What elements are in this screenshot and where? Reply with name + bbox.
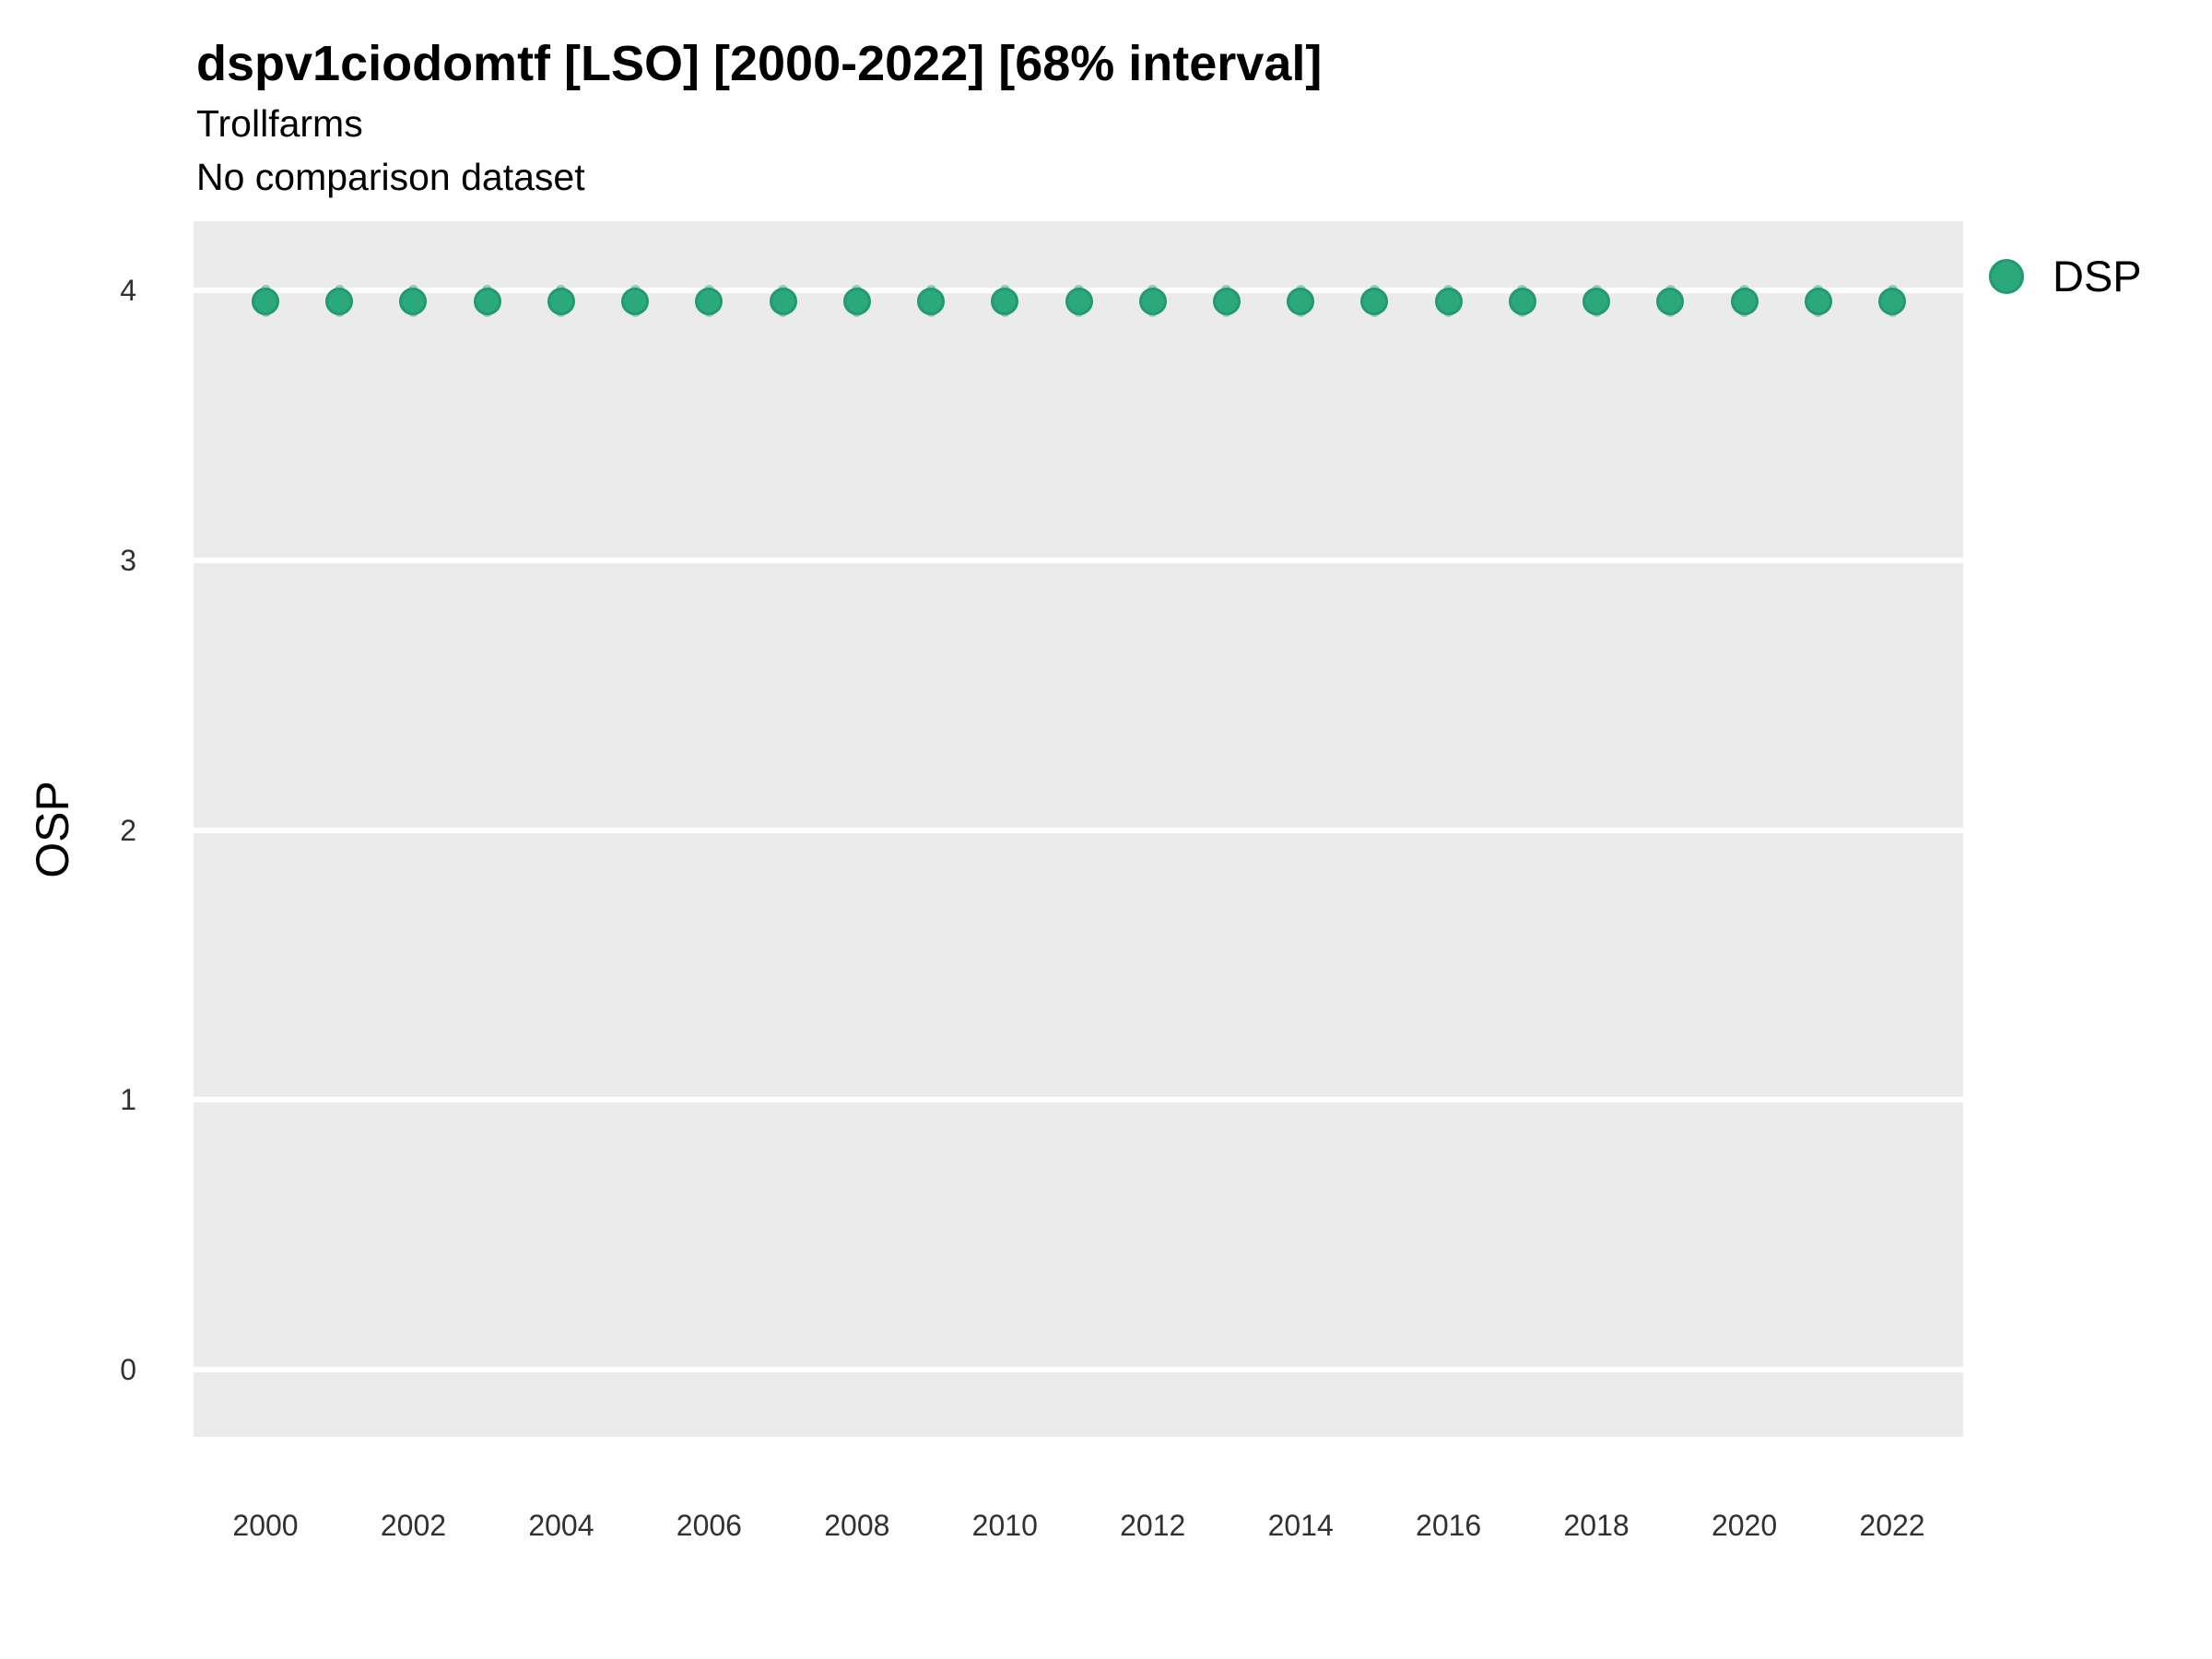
data-point [1508,287,1536,315]
data-point [1287,287,1315,315]
data-point [1360,287,1389,315]
y-gridline [194,1367,1963,1373]
x-tick-label: 2022 [1859,1509,1925,1542]
x-tick-label: 2006 [676,1509,742,1542]
x-tick-label: 2014 [1267,1509,1334,1542]
y-gridline [194,827,1963,833]
y-tick-label: 1 [120,1083,136,1117]
data-point [252,287,279,315]
data-point [1212,287,1241,315]
comparison-note: No comparison dataset [196,156,585,198]
data-point [1804,287,1832,315]
plot-panel [194,221,1963,1437]
x-tick-label: 2018 [1563,1509,1630,1542]
chart-title: dspv1ciodomtf [LSO] [2000-2022] [68% int… [196,36,1323,91]
chart-subtitle: Trollfarms [196,102,363,145]
y-tick-label: 0 [120,1353,136,1387]
data-point [1434,287,1463,315]
x-tick-label: 2012 [1120,1509,1186,1542]
data-point [769,287,797,315]
data-point [695,287,724,315]
data-point [1878,287,1906,315]
y-gridline [194,557,1963,563]
data-point [325,287,354,315]
x-tick-label: 2008 [824,1509,890,1542]
data-point [1730,287,1759,315]
x-tick-label: 2010 [971,1509,1038,1542]
legend-point-icon [1989,259,2024,294]
data-point [917,287,946,315]
x-tick-label: 2000 [232,1509,299,1542]
data-point [991,287,1019,315]
data-point [621,287,650,315]
y-tick-label: 4 [120,273,136,307]
data-point [1065,287,1093,315]
y-tick-label: 3 [120,543,136,577]
legend-item-label: DSP [2053,252,2142,300]
data-point [1138,287,1167,315]
data-point [1583,287,1611,315]
x-tick-label: 2004 [528,1509,594,1542]
x-tick-label: 2016 [1416,1509,1482,1542]
x-tick-label: 2020 [1711,1509,1778,1542]
y-gridline [194,1097,1963,1103]
data-point [1656,287,1685,315]
data-point [547,287,575,315]
data-point [399,287,428,315]
data-point [842,287,871,315]
data-point [473,287,501,315]
y-tick-label: 2 [120,813,136,847]
x-tick-label: 2002 [380,1509,447,1542]
